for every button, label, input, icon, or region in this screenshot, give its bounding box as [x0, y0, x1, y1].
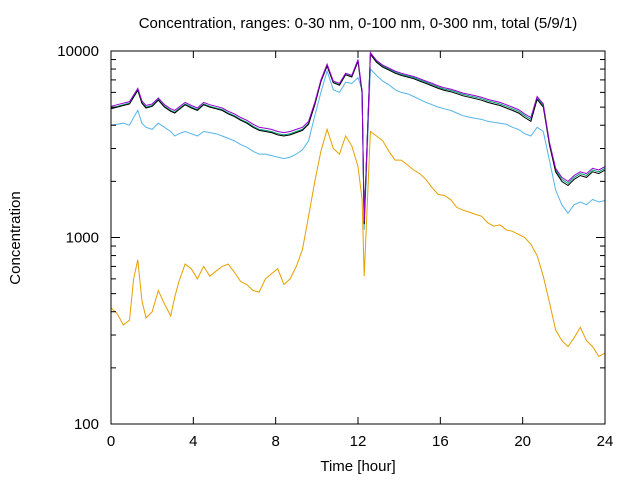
y-tick-label: 100 [74, 416, 99, 433]
chart-title: Concentration, ranges: 0-30 nm, 0-100 nm… [139, 15, 578, 32]
x-tick-label: 0 [107, 433, 115, 450]
x-tick-label: 20 [514, 433, 531, 450]
x-tick-label: 8 [271, 433, 279, 450]
y-tick-label: 10000 [57, 43, 99, 60]
y-tick-label: 1000 [66, 230, 99, 247]
y-axis-label: Concentration [7, 191, 24, 284]
series-line-4 [110, 52, 606, 225]
series-line-1 [110, 127, 606, 358]
x-axis: 0 4 8 12 16 20 24 [107, 51, 614, 450]
plot-frame [110, 50, 606, 425]
plot-area [110, 51, 606, 358]
x-tick-label: 12 [350, 433, 367, 450]
x-tick-label: 24 [597, 433, 614, 450]
x-tick-label: 16 [432, 433, 449, 450]
y-axis: 100 1000 10000 [57, 43, 605, 433]
x-tick-label: 4 [189, 433, 197, 450]
series-line-2 [110, 67, 606, 230]
series-line-5 [110, 51, 606, 222]
x-axis-label: Time [hour] [320, 458, 395, 475]
